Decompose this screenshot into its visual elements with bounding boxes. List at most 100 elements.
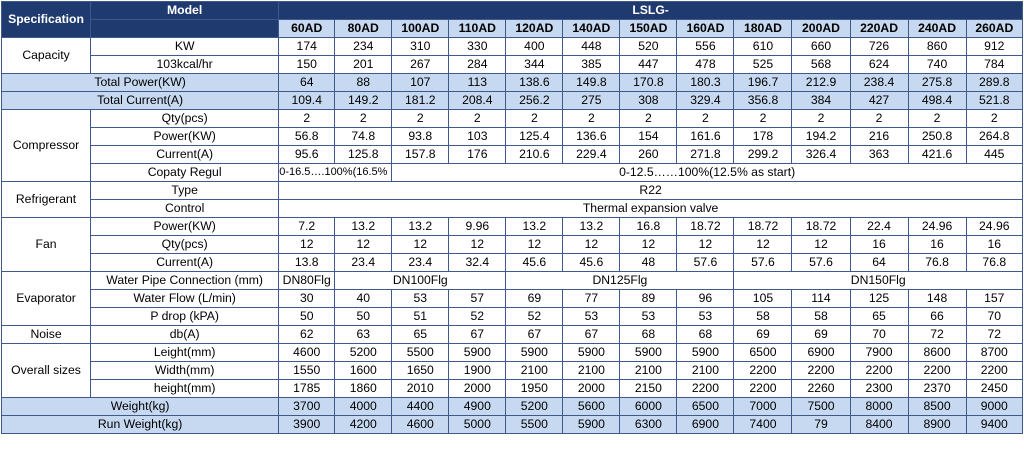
value-cell: 2 [965, 109, 1024, 128]
value-cell: 57.6 [676, 253, 735, 272]
model-name-cell: 120AD [505, 19, 564, 38]
value-cell: 18.72 [733, 217, 793, 236]
value-cell: 556 [676, 37, 735, 56]
row-label: Copaty Regul [90, 163, 280, 182]
value-cell: 784 [965, 55, 1024, 74]
row-label: P drop (kPA) [90, 307, 280, 326]
value-cell: 4400 [391, 397, 450, 416]
value-cell: 2200 [733, 361, 793, 380]
value-cell: 448 [562, 37, 621, 56]
row-label: Control [90, 199, 280, 218]
value-cell: 12 [619, 235, 678, 254]
value-cell: 275.8 [907, 73, 967, 92]
value-cell: 5200 [505, 397, 564, 416]
value-cell: 69 [791, 325, 851, 344]
row-label: Leight(mm) [90, 343, 280, 362]
value-cell: 67 [448, 325, 507, 344]
value-cell: 114 [791, 289, 851, 308]
series-header: LSLG- [278, 1, 1023, 20]
value-cell: 5900 [505, 343, 564, 362]
value-cell: 2150 [619, 379, 678, 398]
value-cell: 2100 [562, 361, 621, 380]
value-cell: 77 [562, 289, 621, 308]
value-cell: 216 [849, 127, 909, 146]
value-cell: 50 [334, 307, 393, 326]
value-cell: 5900 [448, 343, 507, 362]
value-cell: 72 [907, 325, 967, 344]
value-cell: 23.4 [391, 253, 450, 272]
value-cell: 76.8 [907, 253, 967, 272]
row-label: Total Power(KW) [0, 73, 280, 92]
value-cell: 149.2 [334, 91, 393, 110]
row-label: db(A) [90, 325, 280, 344]
value-cell: 2100 [505, 361, 564, 380]
value-cell: 150 [278, 55, 336, 74]
value-cell: 161.6 [676, 127, 735, 146]
value-cell: 57 [448, 289, 507, 308]
value-cell: 384 [791, 91, 851, 110]
value-cell: 125.4 [505, 127, 564, 146]
row-label: Current(A) [90, 145, 280, 164]
value-cell: 4600 [391, 415, 450, 434]
value-cell: 0-16.5….100%(16.5% as start) [278, 163, 393, 182]
value-cell: 57.6 [733, 253, 793, 272]
value-cell: 32.4 [448, 253, 507, 272]
value-cell: 201 [334, 55, 393, 74]
value-cell: 2 [676, 109, 735, 128]
value-cell: DN125Flg [505, 271, 735, 290]
table-row: Width(mm) 1550 1600 1650 1900 2100 2100 2100 210… [2, 361, 1024, 380]
value-cell: 212.9 [791, 73, 851, 92]
value-cell: 740 [907, 55, 967, 74]
value-cell: 6900 [676, 415, 735, 434]
value-cell: 176 [448, 145, 507, 164]
value-cell: 447 [619, 55, 678, 74]
value-cell: 1900 [448, 361, 507, 380]
value-cell: 5900 [562, 343, 621, 362]
value-cell: 64 [849, 253, 909, 272]
value-cell: 5500 [505, 415, 564, 434]
value-cell: 3900 [278, 415, 336, 434]
value-cell: 12 [562, 235, 621, 254]
value-cell: 2100 [676, 361, 735, 380]
model-header-blank [90, 19, 280, 38]
table-row: Compressor Qty(pcs) 2 2 2 2 2 2 2 2 2 2 2 2 2 [0, 109, 1024, 182]
value-cell: 16.8 [619, 217, 678, 236]
value-cell: 6000 [619, 397, 678, 416]
value-cell: 4900 [448, 397, 507, 416]
value-cell: 284 [448, 55, 507, 74]
value-cell: DN100Flg [334, 271, 507, 290]
header-row-series: Specification Model LSLG- [0, 1, 1023, 38]
row-label: 103kcal/hr [90, 55, 280, 74]
value-cell: 45.6 [562, 253, 621, 272]
value-cell: 5000 [448, 415, 507, 434]
value-cell: 308 [619, 91, 678, 110]
value-cell: 256.2 [505, 91, 564, 110]
value-cell: R22 [278, 181, 1023, 200]
value-cell: 271.8 [676, 145, 735, 164]
value-cell: 12 [733, 235, 793, 254]
specification-header: Specification [0, 1, 92, 38]
value-cell: 624 [849, 55, 909, 74]
value-cell: 521.8 [965, 91, 1024, 110]
value-cell: 40 [334, 289, 393, 308]
value-cell: 1785 [278, 379, 336, 398]
value-cell: 4200 [334, 415, 393, 434]
value-cell: 267 [391, 55, 450, 74]
value-cell: 2000 [448, 379, 507, 398]
value-cell: 5600 [562, 397, 621, 416]
value-cell: 56.8 [278, 127, 336, 146]
value-cell: 726 [849, 37, 909, 56]
value-cell: 57.6 [791, 253, 851, 272]
value-cell: 22.4 [849, 217, 909, 236]
value-cell: 24.96 [965, 217, 1024, 236]
value-cell: 2010 [391, 379, 450, 398]
value-cell: 2260 [791, 379, 851, 398]
value-cell: 9.96 [448, 217, 507, 236]
value-cell: 65 [849, 307, 909, 326]
value-cell: 7900 [849, 343, 909, 362]
group-label: Fan [0, 217, 92, 272]
model-header: Model [90, 1, 280, 20]
table-row: Qty(pcs) 12 12 12 12 12 12 12 12 12 12 16 16 16 [2, 235, 1024, 254]
value-cell: 194.2 [791, 127, 851, 146]
